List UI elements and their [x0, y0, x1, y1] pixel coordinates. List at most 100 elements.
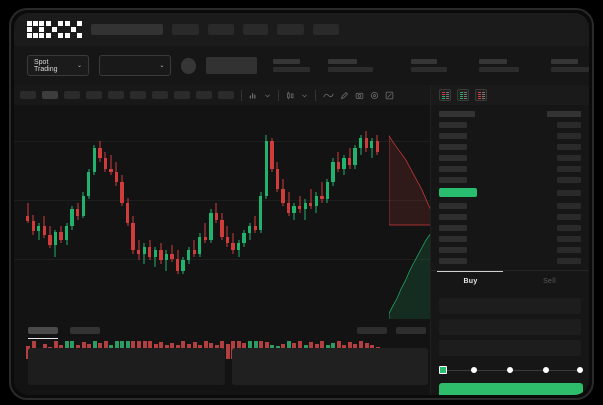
slider-node-100[interactable] — [577, 367, 583, 373]
tab-sell[interactable]: Sell — [543, 278, 556, 285]
candle — [242, 105, 246, 305]
orderbook-bid-row[interactable] — [439, 203, 581, 209]
price-chart[interactable] — [14, 105, 434, 322]
timeframe-chip-3[interactable] — [64, 91, 80, 99]
tab-buy[interactable]: Buy — [463, 278, 478, 285]
bottom-action-2[interactable] — [396, 326, 426, 334]
candle — [275, 105, 280, 305]
volume-bar — [120, 331, 125, 359]
bottom-panel-left[interactable] — [28, 348, 225, 385]
candle — [64, 105, 69, 305]
candle — [164, 105, 169, 305]
stat-24h-low — [479, 59, 519, 72]
timeframe-chip-5[interactable] — [108, 91, 124, 99]
bottom-tab-order-history[interactable] — [70, 319, 100, 341]
order-amount-input[interactable] — [439, 319, 581, 335]
depth-chart-overlay — [389, 125, 434, 325]
candle — [114, 105, 119, 305]
nav-item-4[interactable] — [277, 24, 304, 35]
slider-node-25[interactable] — [471, 367, 477, 373]
slider-node-75[interactable] — [543, 367, 549, 373]
indicators-icon[interactable] — [249, 91, 258, 100]
candle — [59, 105, 63, 305]
orderbook-mode-both-icon[interactable] — [439, 89, 451, 101]
orderbook-ask-row[interactable] — [439, 122, 581, 128]
orderbook-ask-row[interactable] — [439, 155, 581, 161]
orderbook-bid-row[interactable] — [439, 247, 581, 253]
nav-item-3[interactable] — [243, 24, 268, 35]
timeframe-chip-8[interactable] — [174, 91, 190, 99]
candle — [98, 105, 102, 305]
line-chart-icon[interactable] — [323, 91, 334, 100]
orderbook-bid-row[interactable] — [439, 236, 581, 242]
slider-node-50[interactable] — [507, 367, 513, 373]
order-amount-slider[interactable] — [439, 366, 583, 375]
okx-logo[interactable] — [27, 21, 82, 38]
timeframe-chip-7[interactable] — [152, 91, 168, 99]
timeframe-chip-10[interactable] — [218, 91, 234, 99]
stat-24h-high — [411, 59, 447, 72]
candle — [70, 105, 74, 305]
candle — [175, 105, 180, 305]
app-screen: Spot Trading ⌄ ⌄ — [14, 13, 589, 395]
timeframe-chip-6[interactable] — [130, 91, 146, 99]
bottom-tab-open-orders[interactable] — [28, 319, 58, 341]
orderbook-mode-asks-icon[interactable] — [475, 89, 487, 101]
orderbook-bid-row[interactable] — [439, 225, 581, 231]
candle — [203, 105, 207, 305]
orderbook-amount — [557, 236, 581, 242]
orderbook-amount — [557, 258, 581, 264]
nav-item-1[interactable] — [172, 24, 199, 35]
bottom-panel-right[interactable] — [231, 348, 428, 385]
submit-buy-button[interactable] — [439, 383, 583, 395]
candle — [314, 105, 318, 305]
orderbook-bid-row[interactable] — [439, 258, 581, 264]
nav-item-2[interactable] — [208, 24, 234, 35]
candle — [236, 105, 241, 305]
candle — [286, 105, 291, 305]
order-total-input[interactable] — [439, 340, 581, 356]
timeframe-chip-1[interactable] — [20, 91, 36, 99]
candle — [142, 105, 146, 305]
trading-pair-selector[interactable]: ⌄ — [99, 55, 172, 76]
orderbook-amount — [557, 203, 581, 209]
orderbook-ask-row[interactable] — [439, 177, 581, 183]
orderbook-amount — [557, 247, 581, 253]
indicators-chevron-down-icon[interactable] — [264, 92, 271, 99]
stat-last-price — [273, 59, 310, 72]
orderbook-mode-bids-icon[interactable] — [457, 89, 469, 101]
orderbook-last-price-row — [439, 188, 581, 197]
timeframe-chip-4[interactable] — [86, 91, 102, 99]
global-search-input[interactable] — [91, 24, 163, 35]
bottom-action-1[interactable] — [357, 326, 387, 334]
candle — [342, 105, 346, 305]
chart-type-icon[interactable] — [286, 91, 295, 100]
settings-gear-icon[interactable] — [370, 91, 379, 100]
orderbook-ask-row[interactable] — [439, 166, 581, 172]
order-price-input[interactable] — [439, 298, 581, 314]
candle — [198, 105, 202, 305]
market-type-selector[interactable]: Spot Trading ⌄ — [27, 55, 89, 76]
device-frame: Spot Trading ⌄ ⌄ — [9, 8, 594, 400]
orderbook-bid-row[interactable] — [439, 214, 581, 220]
orderbook-amount — [557, 122, 581, 128]
pencil-icon[interactable] — [340, 91, 349, 100]
orderbook-ask-row[interactable] — [439, 144, 581, 150]
orderbook-amount — [557, 144, 581, 150]
slider-handle[interactable] — [439, 366, 447, 374]
timeframe-chip-2[interactable] — [42, 91, 58, 99]
market-type-label: Spot Trading — [34, 58, 58, 73]
camera-icon[interactable] — [355, 91, 364, 100]
candle — [103, 105, 108, 305]
okx-logo-mark-2 — [46, 21, 63, 38]
orderbook-ask-row[interactable] — [439, 133, 581, 139]
orderbook-amount — [557, 177, 581, 183]
candle — [131, 105, 135, 305]
fullscreen-icon[interactable] — [385, 91, 394, 100]
candle — [48, 105, 52, 305]
volume-bar — [225, 343, 230, 359]
timeframe-chip-9[interactable] — [196, 91, 212, 99]
nav-item-5[interactable] — [313, 24, 339, 35]
chart-type-chevron-down-icon[interactable] — [301, 92, 308, 99]
